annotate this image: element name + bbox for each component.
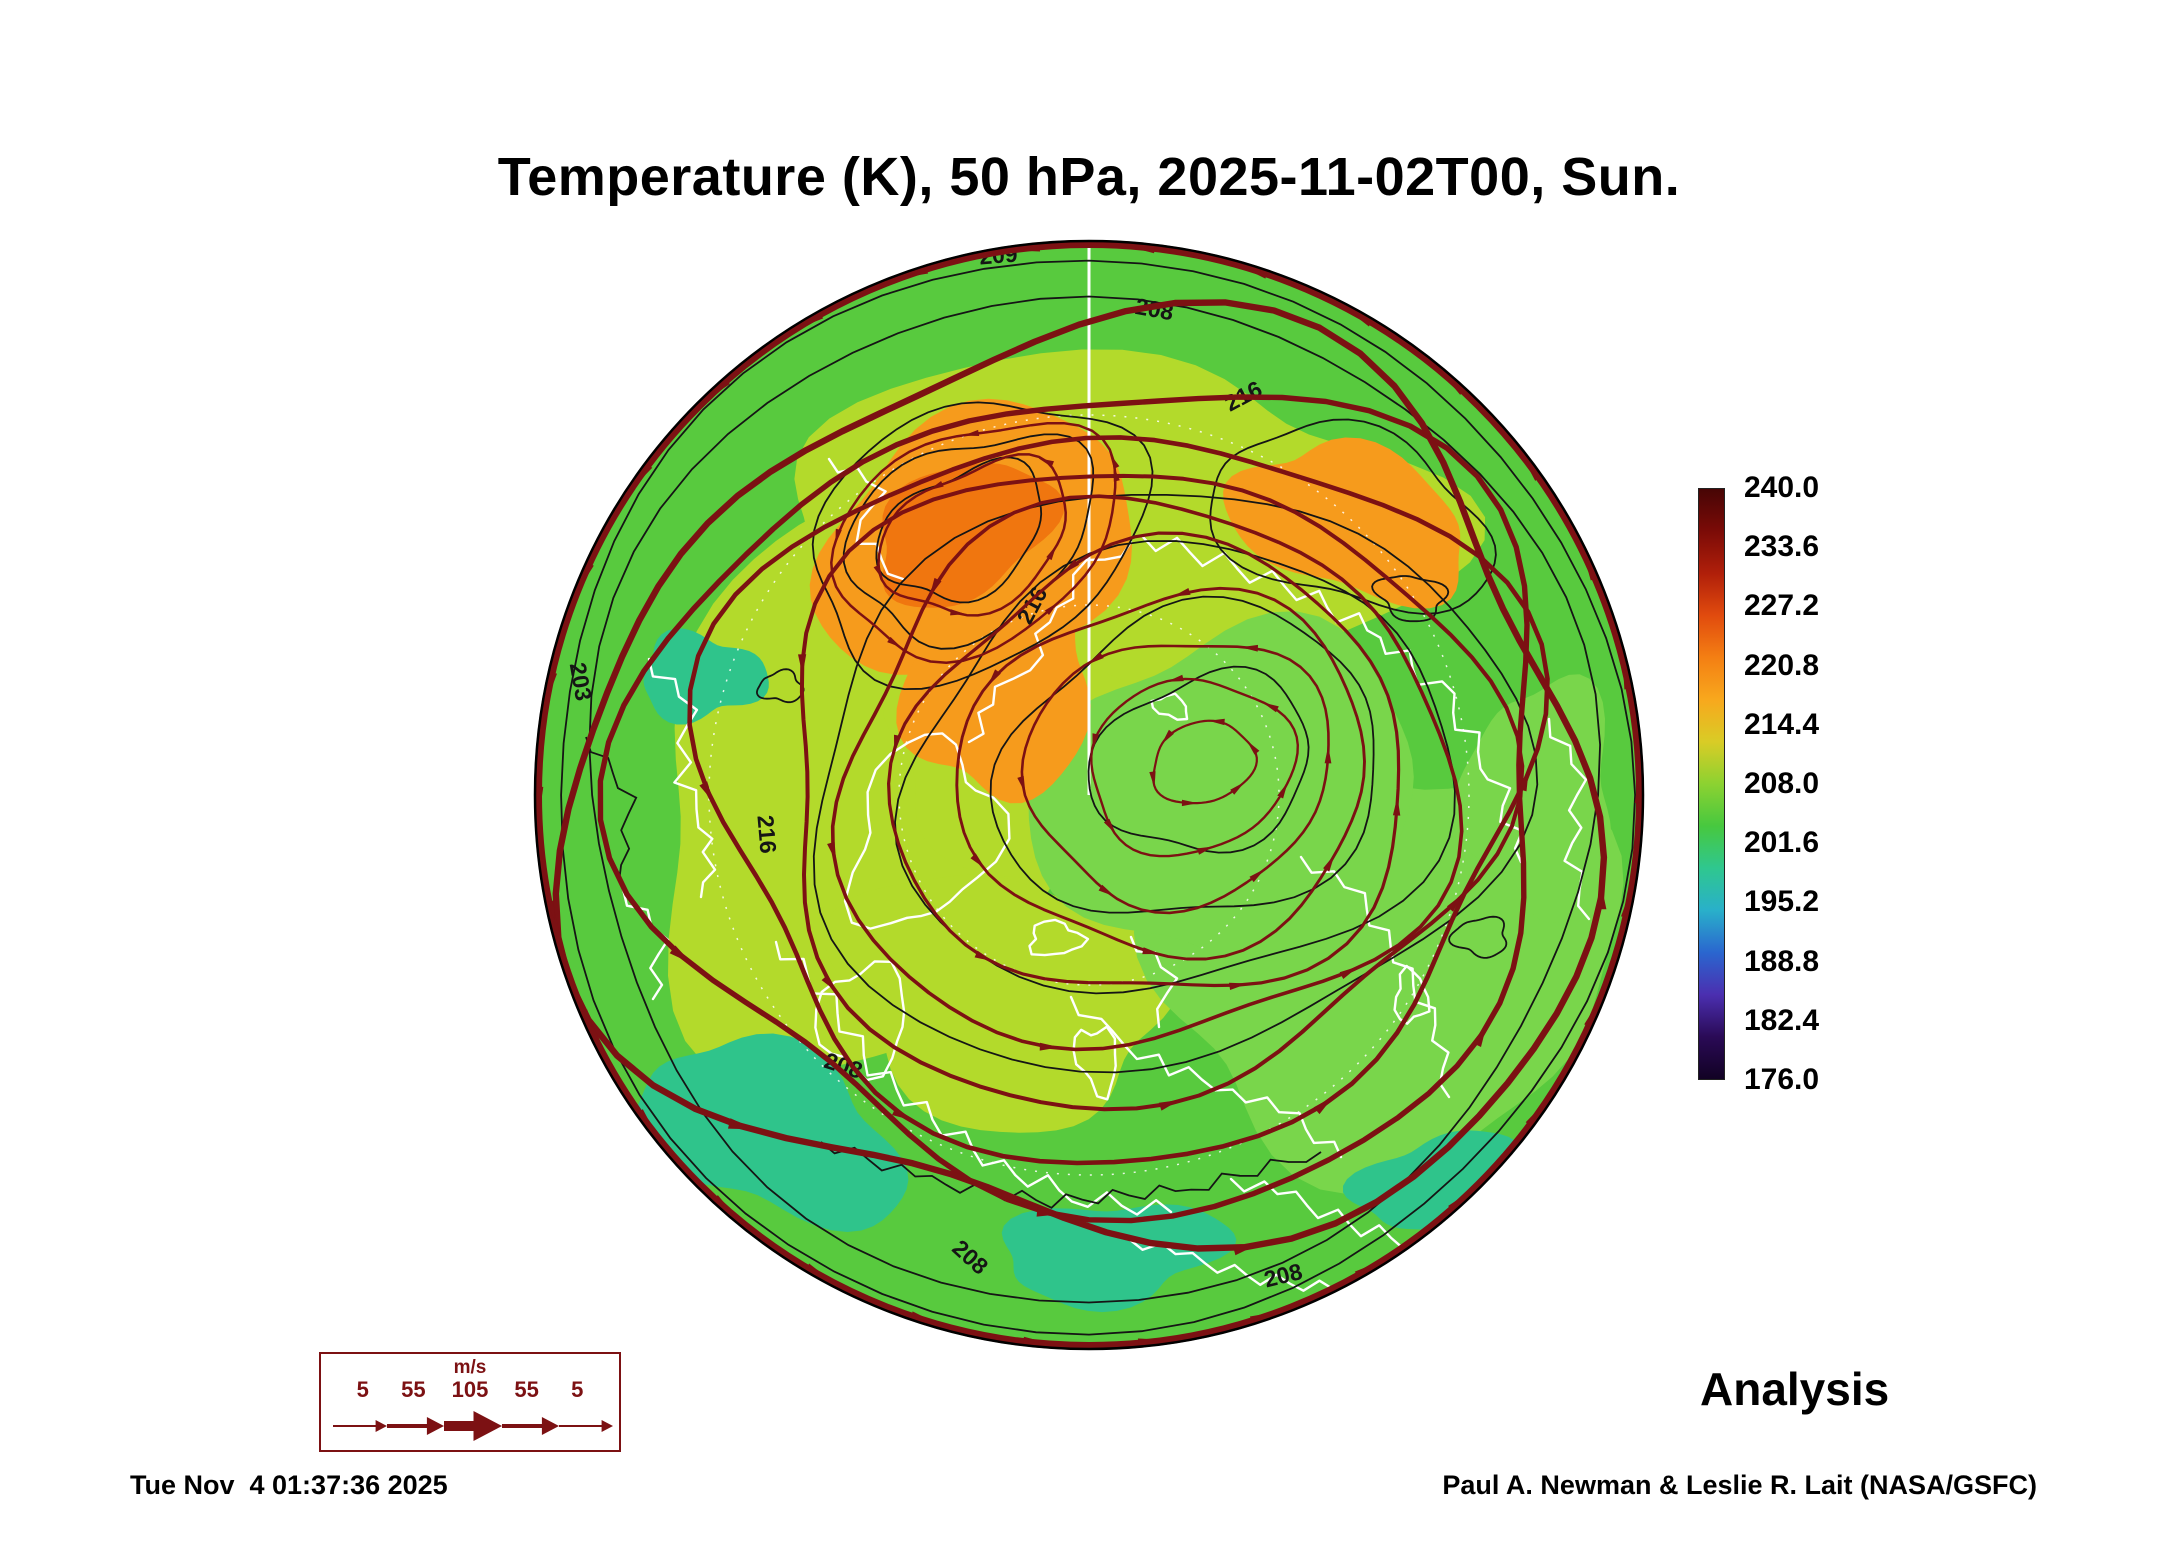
- contour-label: 216: [752, 814, 781, 854]
- figure-title: Temperature (K), 50 hPa, 2025-11-02T00, …: [497, 147, 1681, 207]
- colorbar-tick-label: 195.2: [1744, 885, 1820, 919]
- colorbar-tick-label: 220.8: [1744, 648, 1820, 682]
- coastlines-layer: [621, 457, 1591, 1292]
- creation-timestamp: Tue Nov 4 01:37:36 2025: [130, 1470, 448, 1500]
- wind-speed-label: 5: [571, 1377, 584, 1402]
- wind-speed-values: 5 55 105 55 5: [321, 1379, 619, 1403]
- colorbar-tick-label: 214.4: [1744, 707, 1820, 741]
- wind-speed-label: 105: [451, 1377, 489, 1402]
- map-boundary-circle: [533, 239, 1645, 1351]
- colorbar-tick-label: 201.6: [1744, 826, 1820, 860]
- wind-speed-legend: m/s 5 55 105 55 5: [319, 1352, 621, 1452]
- wind-speed-label: 55: [514, 1377, 539, 1402]
- colorbar-tick-label: 188.8: [1744, 944, 1820, 978]
- colorbar-tick-labels: 240.0 233.6 227.2 220.8 214.4 208.0 201.6 195.2…: [1744, 473, 1914, 1095]
- colorbar-tick-label: 208.0: [1744, 767, 1820, 800]
- colorbar-tick-label: 176.0: [1744, 1063, 1820, 1096]
- credit-line: Paul A. Newman & Leslie R. Lait (NASA/GS…: [1442, 1470, 2037, 1500]
- colorbar-gradient: [1698, 488, 1725, 1080]
- analysis-label: Analysis: [1700, 1363, 1890, 1415]
- streamlines-layer: [552, 299, 1608, 1252]
- colorbar-tick-label: 233.6: [1744, 530, 1820, 564]
- wind-speed-label: 55: [401, 1377, 426, 1402]
- wind-speed-label: 5: [356, 1377, 369, 1402]
- wind-arrow-scale-icon: [333, 1411, 613, 1441]
- colorbar-tick-label: 182.4: [1744, 1003, 1820, 1037]
- colorbar-tick-label: 227.2: [1744, 589, 1820, 623]
- colorbar-tick-label: 240.0: [1744, 471, 1820, 504]
- wind-units-label: m/s: [453, 1357, 487, 1378]
- colorbar: 240.0 233.6 227.2 220.8 214.4 208.0 201.6 195.2…: [1698, 473, 1918, 1095]
